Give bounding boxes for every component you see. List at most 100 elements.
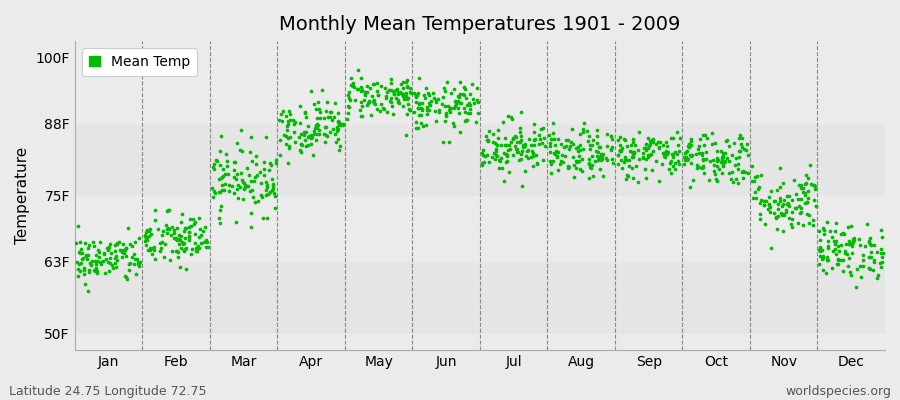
Point <box>734 144 749 150</box>
Point <box>282 145 296 151</box>
Point <box>622 163 636 169</box>
Point <box>188 231 202 237</box>
Point <box>801 175 815 182</box>
Point <box>668 160 682 166</box>
Point <box>394 90 409 96</box>
Point <box>86 239 100 245</box>
Point <box>502 169 517 176</box>
Point <box>463 110 477 116</box>
Point <box>553 161 567 167</box>
Point <box>583 142 598 149</box>
Point <box>402 106 417 112</box>
Point <box>447 104 462 111</box>
Point <box>486 139 500 146</box>
Point <box>702 158 716 164</box>
Point <box>380 109 394 116</box>
Point <box>412 100 427 106</box>
Point <box>692 150 706 156</box>
Point <box>92 254 106 260</box>
Point <box>437 87 452 94</box>
Point <box>709 155 724 162</box>
Point <box>174 218 188 225</box>
Point <box>449 99 464 106</box>
Point <box>779 192 794 199</box>
Point <box>729 155 743 162</box>
Point <box>260 214 274 221</box>
Point <box>837 230 851 237</box>
Point <box>696 132 710 138</box>
Point <box>874 249 888 256</box>
Point <box>867 242 881 248</box>
Point <box>210 158 224 164</box>
Point <box>458 117 473 123</box>
Point <box>478 153 492 160</box>
Point <box>275 118 290 124</box>
Point <box>684 142 698 148</box>
Point <box>492 156 507 163</box>
Point <box>498 135 512 141</box>
Point <box>479 133 493 140</box>
Point <box>626 148 640 155</box>
Point <box>847 237 861 243</box>
Point <box>520 154 535 161</box>
Point <box>326 126 340 132</box>
Point <box>583 164 598 170</box>
Point <box>481 136 495 143</box>
Point <box>709 157 724 163</box>
Point <box>194 240 209 246</box>
Point <box>336 121 350 128</box>
Point <box>592 144 607 150</box>
Point <box>307 128 321 134</box>
Point <box>586 136 600 143</box>
Point <box>361 100 375 107</box>
Point <box>464 81 479 87</box>
Point <box>672 135 687 142</box>
Point <box>230 186 245 192</box>
Point <box>400 76 414 83</box>
Point <box>299 143 313 149</box>
Point <box>816 227 831 233</box>
Point <box>592 144 607 150</box>
Point <box>592 166 607 172</box>
Point <box>108 242 122 248</box>
Point <box>286 116 301 123</box>
Point <box>415 106 429 113</box>
Point <box>829 238 843 245</box>
Point <box>281 135 295 142</box>
Point <box>514 136 528 143</box>
Point <box>569 145 583 152</box>
Point <box>170 253 184 260</box>
Point <box>396 79 410 85</box>
Point <box>171 249 185 255</box>
Point <box>581 156 596 162</box>
Point <box>453 79 467 85</box>
Point <box>245 157 259 164</box>
Title: Monthly Mean Temperatures 1901 - 2009: Monthly Mean Temperatures 1901 - 2009 <box>279 15 680 34</box>
Point <box>463 91 477 97</box>
Point <box>332 122 347 128</box>
Point <box>330 126 345 132</box>
Point <box>566 174 580 180</box>
Point <box>317 131 331 137</box>
Point <box>148 256 162 262</box>
Point <box>853 273 868 280</box>
Point <box>225 183 239 190</box>
Point <box>358 89 373 96</box>
Point <box>294 141 309 147</box>
Point <box>535 140 549 146</box>
Point <box>776 228 790 235</box>
Point <box>71 273 86 279</box>
Point <box>120 276 134 283</box>
Point <box>304 88 319 94</box>
Point <box>715 156 729 162</box>
Point <box>158 241 172 248</box>
Point <box>685 152 699 158</box>
Point <box>138 238 152 244</box>
Point <box>258 179 273 186</box>
Point <box>306 100 320 107</box>
Point <box>413 120 428 126</box>
Point <box>244 177 258 184</box>
Point <box>384 102 399 109</box>
Point <box>678 157 692 163</box>
Point <box>852 263 867 269</box>
